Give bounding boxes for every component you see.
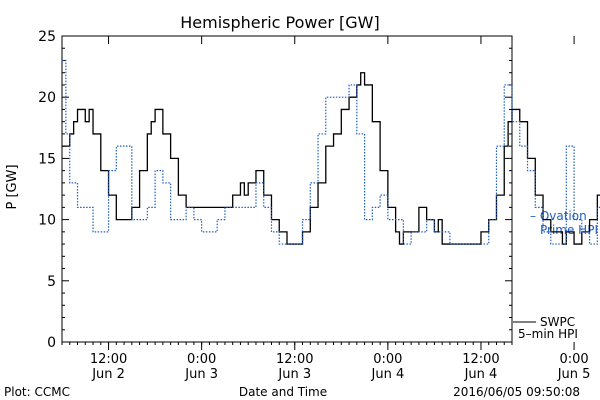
y-tick-label: 0 (47, 335, 56, 351)
x-tick-label-date: Jun 3 (277, 367, 311, 382)
footer-timestamp: 2016/06/05 09:50:08 (453, 385, 580, 399)
x-tick-label-date: Jun 2 (91, 367, 125, 382)
x-tick-label-time: 12:00 (462, 352, 499, 367)
plot-frame (61, 35, 513, 343)
x-axis-label: Date and Time (239, 385, 327, 399)
chart-title: Hemispheric Power [GW] (180, 13, 379, 32)
y-tick-label: 20 (38, 90, 56, 106)
y-tick-label: 10 (38, 213, 56, 229)
x-tick-label-time: 12:00 (276, 352, 313, 367)
legend-ovation-line2: Prime HPI (540, 223, 598, 237)
series-ovation-line (62, 59, 600, 245)
legend-swpc-line2: 5–min HPI (518, 327, 578, 341)
x-tick-label-date: Jun 3 (184, 367, 218, 382)
footer-plot-credit: Plot: CCMC (4, 385, 70, 399)
x-tick-label-time: 12:00 (90, 352, 127, 367)
x-tick-label-date: Jun 4 (371, 367, 405, 382)
legend-ovation-line1: – Ovation (530, 209, 587, 223)
y-tick-label: 15 (38, 151, 56, 167)
x-tick-label-date: Jun 4 (464, 367, 498, 382)
x-tick-label-time: 0:00 (373, 352, 402, 367)
x-tick-label-date: Jun 5 (557, 367, 591, 382)
y-tick-label: 5 (47, 274, 56, 290)
series-swpc-line (62, 72, 600, 245)
x-tick-label-time: 0:00 (187, 352, 216, 367)
y-tick-label: 25 (38, 29, 56, 45)
x-tick-label-time: 0:00 (559, 352, 588, 367)
y-axis-label: P [GW] (5, 164, 20, 209)
legend-swpc-line1: SWPC (540, 315, 575, 329)
